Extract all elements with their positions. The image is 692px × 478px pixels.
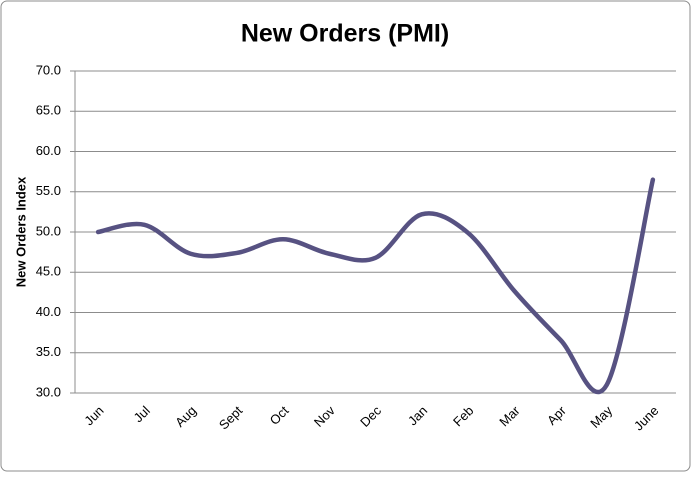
y-tick-label: 35.0 xyxy=(36,344,61,359)
y-tick-label: 45.0 xyxy=(36,264,61,279)
y-tick-label: 50.0 xyxy=(36,223,61,238)
y-tick-label: 60.0 xyxy=(36,143,61,158)
y-tick-label: 65.0 xyxy=(36,103,61,118)
line xyxy=(95,177,656,395)
y-tick-label: 30.0 xyxy=(36,384,61,399)
chart-title: New Orders (PMI) xyxy=(241,20,449,48)
y-tick-label: 40.0 xyxy=(36,304,61,319)
y-axis-label: New Orders Index xyxy=(13,176,28,287)
y-tick-label: 70.0 xyxy=(36,62,61,77)
y-tick-label: 55.0 xyxy=(36,183,61,198)
